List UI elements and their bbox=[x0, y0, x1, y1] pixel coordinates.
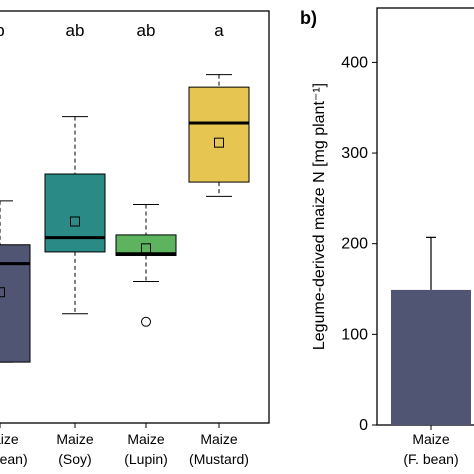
box-mean-marker bbox=[70, 216, 80, 227]
panel-label: b) bbox=[300, 8, 317, 28]
significance-letter: ab bbox=[137, 21, 156, 40]
box-body bbox=[115, 234, 177, 257]
x-tick-label-sub: (F. bean) bbox=[0, 451, 28, 467]
x-tick-label: Maize bbox=[56, 431, 94, 447]
y-axis-label: Legume-derived maize N [mg plant⁻¹] bbox=[311, 83, 328, 350]
box-mean-marker bbox=[141, 243, 151, 254]
significance-letter: a bbox=[214, 21, 224, 40]
x-tick-label: Maize bbox=[127, 431, 165, 447]
x-tick-label-sub: (F. bean) bbox=[403, 451, 458, 467]
x-tick-label-sub: (Mustard) bbox=[189, 451, 249, 467]
y-tick-label: 0 bbox=[359, 417, 368, 434]
x-tick-label-sub: (Lupin) bbox=[124, 451, 168, 467]
y-tick-label: 300 bbox=[341, 145, 368, 162]
x-tick-label: Maize bbox=[200, 431, 238, 447]
y-tick-label: 100 bbox=[341, 326, 368, 343]
box-outlier bbox=[141, 316, 151, 327]
panel-b: b) 0 100 200 300 400 Legume-derived maize N [m… bbox=[300, 7, 474, 467]
panel-a-frame bbox=[0, 10, 270, 424]
significance-letter: ab bbox=[66, 21, 85, 40]
panel-a: b Maize (F. bean) ab Maize (Soy) ab Maize (Lupin… bbox=[0, 10, 270, 467]
x-tick-label: Maize bbox=[412, 431, 450, 447]
box-body bbox=[44, 173, 106, 253]
box-body bbox=[188, 86, 250, 183]
box-mean-marker bbox=[214, 137, 224, 148]
bar bbox=[391, 289, 471, 425]
x-tick-label: Maize bbox=[0, 431, 19, 447]
box-mean-marker bbox=[0, 287, 5, 298]
y-tick-label: 400 bbox=[341, 54, 368, 71]
y-tick-label: 200 bbox=[341, 236, 368, 253]
x-tick-label-sub: (Soy) bbox=[58, 451, 91, 467]
significance-letter: b bbox=[0, 21, 5, 40]
